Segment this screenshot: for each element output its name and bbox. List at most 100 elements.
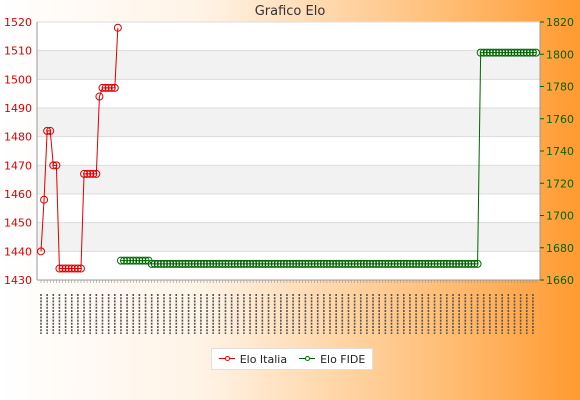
data-point-elo-fide bbox=[532, 48, 540, 57]
data-point-elo-fide bbox=[344, 259, 353, 268]
data-point-elo-fide bbox=[258, 259, 267, 268]
data-point-elo-fide bbox=[365, 259, 374, 268]
data-point-elo-italia bbox=[49, 161, 58, 170]
legend-item-fide: Elo FIDE bbox=[299, 353, 365, 366]
y-tick-label-right: 1760 bbox=[546, 113, 574, 126]
data-point-elo-fide bbox=[166, 259, 175, 268]
data-point-elo-fide bbox=[132, 256, 141, 265]
data-point-elo-fide bbox=[298, 259, 307, 268]
plot-band bbox=[37, 50, 540, 80]
data-point-elo-fide bbox=[476, 48, 485, 57]
data-point-elo-fide bbox=[178, 259, 187, 268]
data-point-elo-fide bbox=[372, 259, 381, 268]
data-point-elo-fide bbox=[206, 259, 215, 268]
y-tick-label-left: 1460 bbox=[4, 188, 32, 201]
data-point-elo-italia bbox=[89, 169, 98, 178]
data-point-elo-fide bbox=[504, 48, 513, 57]
y-tick-label-right: 1720 bbox=[546, 177, 574, 190]
data-point-elo-fide bbox=[353, 259, 362, 268]
data-point-elo-fide bbox=[153, 259, 162, 268]
data-point-elo-fide bbox=[129, 256, 138, 265]
data-point-elo-fide bbox=[270, 259, 279, 268]
data-point-elo-fide bbox=[498, 48, 507, 57]
plot-band bbox=[37, 136, 540, 166]
data-point-elo-fide bbox=[187, 259, 196, 268]
data-point-elo-fide bbox=[519, 48, 528, 57]
legend-item-italia: Elo Italia bbox=[218, 352, 288, 366]
legend-swatch-italia bbox=[218, 355, 235, 363]
plot-band bbox=[37, 108, 540, 137]
data-point-elo-fide bbox=[329, 259, 338, 268]
data-point-elo-fide bbox=[120, 256, 129, 265]
data-point-elo-fide bbox=[286, 259, 295, 268]
y-tick-label-right: 1700 bbox=[546, 210, 574, 223]
legend-label-italia: Elo Italia bbox=[239, 352, 288, 366]
chart-title: Grafico Elo bbox=[254, 4, 326, 19]
data-point-elo-fide bbox=[482, 48, 491, 57]
y-tick-label-right: 1660 bbox=[546, 274, 574, 287]
data-point-elo-fide bbox=[427, 259, 436, 268]
data-point-elo-fide bbox=[356, 259, 365, 268]
data-point-elo-fide bbox=[236, 259, 245, 268]
data-point-elo-fide bbox=[267, 259, 276, 268]
data-point-elo-fide bbox=[196, 259, 205, 268]
data-point-elo-fide bbox=[387, 259, 396, 268]
plot-band bbox=[37, 79, 540, 108]
data-point-elo-fide bbox=[485, 48, 494, 57]
data-point-elo-fide bbox=[510, 48, 519, 57]
data-point-elo-fide bbox=[375, 259, 384, 268]
series-line-elo-fide bbox=[120, 52, 536, 265]
data-point-elo-fide bbox=[159, 259, 168, 268]
data-point-elo-italia bbox=[37, 247, 45, 256]
data-point-elo-italia bbox=[83, 169, 92, 178]
data-point-elo-fide bbox=[528, 48, 537, 57]
data-point-elo-fide bbox=[399, 259, 408, 268]
data-point-elo-fide bbox=[273, 259, 282, 268]
y-tick-label-left: 1520 bbox=[4, 16, 32, 29]
data-point-elo-fide bbox=[289, 259, 298, 268]
data-point-elo-fide bbox=[369, 259, 378, 268]
data-point-elo-fide bbox=[433, 259, 442, 268]
data-point-elo-fide bbox=[215, 259, 224, 268]
plot-band bbox=[37, 251, 540, 280]
legend: Elo Italia Elo FIDE bbox=[211, 348, 373, 370]
data-point-elo-fide bbox=[492, 48, 501, 57]
data-point-elo-fide bbox=[362, 259, 371, 268]
data-point-elo-fide bbox=[516, 48, 525, 57]
data-point-elo-fide bbox=[507, 48, 516, 57]
data-point-elo-fide bbox=[276, 259, 285, 268]
data-point-elo-fide bbox=[452, 259, 461, 268]
data-point-elo-fide bbox=[126, 256, 135, 265]
data-point-elo-fide bbox=[350, 259, 359, 268]
data-point-elo-fide bbox=[332, 259, 341, 268]
data-point-elo-fide bbox=[458, 259, 467, 268]
data-point-elo-fide bbox=[421, 259, 430, 268]
data-point-elo-fide bbox=[242, 259, 251, 268]
data-point-elo-fide bbox=[439, 259, 448, 268]
y-tick-label-right: 1740 bbox=[546, 145, 574, 158]
data-point-elo-italia bbox=[43, 126, 52, 135]
data-point-elo-fide bbox=[169, 259, 178, 268]
y-tick-label-right: 1780 bbox=[546, 81, 574, 94]
data-point-elo-italia bbox=[86, 169, 95, 178]
data-point-elo-italia bbox=[46, 126, 55, 135]
data-point-elo-fide bbox=[135, 256, 144, 265]
data-point-elo-fide bbox=[301, 259, 310, 268]
data-point-elo-fide bbox=[461, 259, 470, 268]
data-point-elo-fide bbox=[163, 259, 172, 268]
data-point-elo-fide bbox=[239, 259, 248, 268]
data-point-elo-fide bbox=[319, 259, 328, 268]
data-point-elo-italia bbox=[104, 83, 113, 92]
data-point-elo-fide bbox=[246, 259, 255, 268]
data-point-elo-fide bbox=[282, 259, 291, 268]
data-point-elo-fide bbox=[424, 259, 433, 268]
data-point-elo-fide bbox=[359, 259, 368, 268]
data-point-elo-fide bbox=[209, 259, 218, 268]
data-point-elo-fide bbox=[261, 259, 270, 268]
data-point-elo-fide bbox=[307, 259, 316, 268]
data-point-elo-fide bbox=[255, 259, 264, 268]
data-point-elo-fide bbox=[203, 259, 212, 268]
data-point-elo-italia bbox=[80, 169, 89, 178]
